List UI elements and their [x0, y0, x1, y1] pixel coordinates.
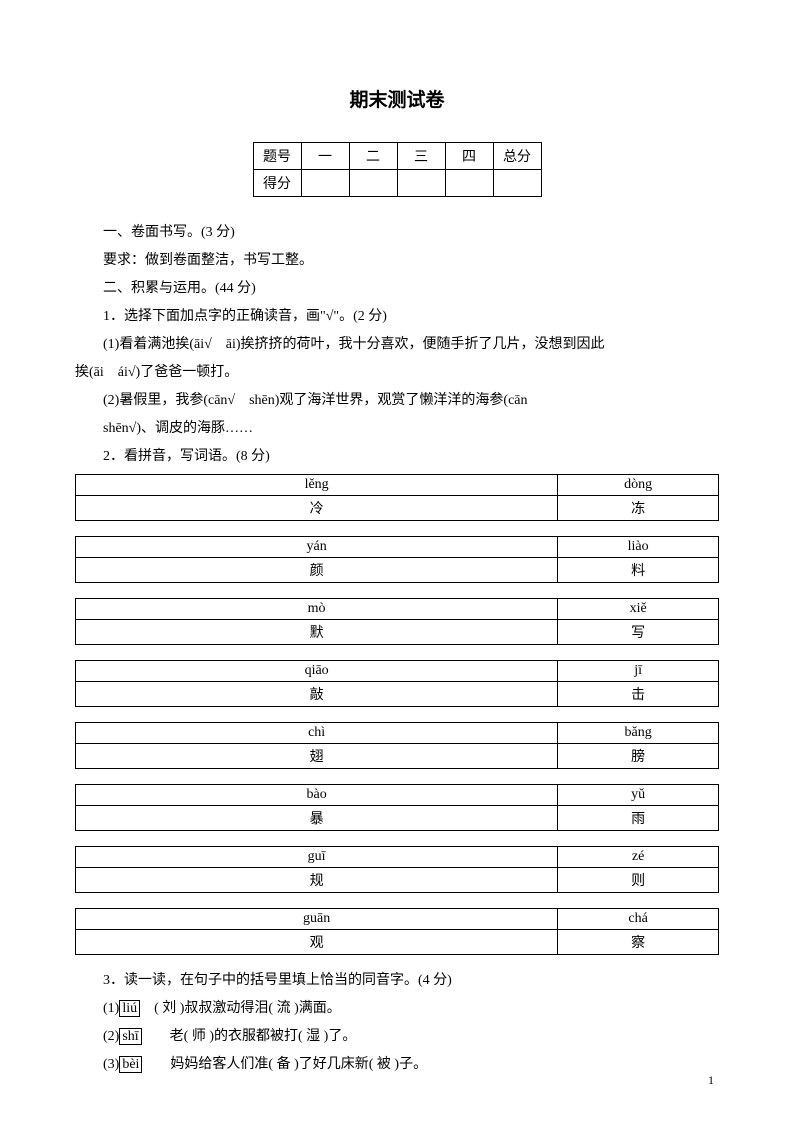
q3-boxed-pinyin: liú [119, 1000, 140, 1017]
char-left: 敲 [76, 682, 558, 707]
char-left: 默 [76, 620, 558, 645]
pinyin-left: guān [76, 909, 558, 930]
page-title: 期末测试卷 [75, 85, 719, 112]
char-left: 规 [76, 868, 558, 893]
pinyin-left: bào [76, 785, 558, 806]
pinyin-right: yǔ [558, 785, 719, 806]
pinyin-left: lěng [76, 475, 558, 496]
score-row-label: 得分 [253, 170, 301, 197]
pinyin-right: dòng [558, 475, 719, 496]
char-right: 则 [558, 868, 719, 893]
score-header-label: 题号 [253, 143, 301, 170]
pinyin-left: qiāo [76, 661, 558, 682]
char-right: 料 [558, 558, 719, 583]
pinyin-table-6: guīzé规则 [75, 846, 719, 893]
q2-prompt: 2．看拼音，写词语。(8 分) [75, 446, 719, 467]
section2-heading: 二、积累与运用。(44 分) [75, 278, 719, 299]
score-cell-total [493, 170, 541, 197]
q3-prefix: (2) [103, 1029, 119, 1044]
score-cell-3 [397, 170, 445, 197]
q3-rest: 老( 师 )的衣服都被打( 湿 )了。 [142, 1029, 357, 1044]
section1-requirement: 要求：做到卷面整洁，书写工整。 [75, 250, 719, 271]
pinyin-right: xiě [558, 599, 719, 620]
q3-prefix: (3) [103, 1057, 119, 1072]
char-left: 暴 [76, 806, 558, 831]
score-col-total: 总分 [493, 143, 541, 170]
q1-line1a: (1)看着满池挨(āi√ āi)挨挤挤的荷叶，我十分喜欢，便随手折了几片，没想到… [75, 334, 719, 355]
char-right: 膀 [558, 744, 719, 769]
score-col-3: 三 [397, 143, 445, 170]
q3-rest: ( 刘 )叔叔激动得泪( 流 )满面。 [140, 1001, 341, 1016]
score-cell-2 [349, 170, 397, 197]
char-left: 冷 [76, 496, 558, 521]
score-cell-4 [445, 170, 493, 197]
pinyin-right: zé [558, 847, 719, 868]
char-left: 翅 [76, 744, 558, 769]
pinyin-left: guī [76, 847, 558, 868]
char-right: 击 [558, 682, 719, 707]
pinyin-right: jī [558, 661, 719, 682]
pinyin-table-3: qiāojī敲击 [75, 660, 719, 707]
q3-prefix: (1) [103, 1001, 119, 1016]
q3-boxed-pinyin: bèi [119, 1056, 142, 1073]
q1-line1b: 挨(āi ái√)了爸爸一顿打。 [75, 362, 719, 383]
pinyin-right: liào [558, 537, 719, 558]
q1-prompt: 1．选择下面加点字的正确读音，画"√"。(2 分) [75, 306, 719, 327]
pinyin-right: bǎng [558, 723, 719, 744]
pinyin-left: chì [76, 723, 558, 744]
pinyin-table-4: chìbǎng翅膀 [75, 722, 719, 769]
score-col-1: 一 [301, 143, 349, 170]
char-left: 观 [76, 930, 558, 955]
section1-heading: 一、卷面书写。(3 分) [75, 222, 719, 243]
pinyin-left: mò [76, 599, 558, 620]
pinyin-table-5: bàoyǔ暴雨 [75, 784, 719, 831]
pinyin-table-7: guānchá观察 [75, 908, 719, 955]
char-right: 察 [558, 930, 719, 955]
score-col-4: 四 [445, 143, 493, 170]
pinyin-left: yán [76, 537, 558, 558]
page-number: 1 [708, 1073, 714, 1088]
q3-item-2: (3)bèi 妈妈给客人们准( 备 )了好几床新( 被 )子。 [75, 1054, 719, 1075]
pinyin-tables-container: lěngdòng冷冻yánliào颜料mòxiě默写qiāojī敲击chìbǎn… [75, 474, 719, 955]
pinyin-table-2: mòxiě默写 [75, 598, 719, 645]
char-left: 颜 [76, 558, 558, 583]
q1-line2a: (2)暑假里，我参(cān√ shēn)观了海洋世界，观赏了懒洋洋的海参(cān [75, 390, 719, 411]
pinyin-table-0: lěngdòng冷冻 [75, 474, 719, 521]
q3-item-1: (2)shī 老( 师 )的衣服都被打( 湿 )了。 [75, 1026, 719, 1047]
q3-container: (1)liú ( 刘 )叔叔激动得泪( 流 )满面。 (2)shī 老( 师 )的… [75, 998, 719, 1075]
score-col-2: 二 [349, 143, 397, 170]
score-cell-1 [301, 170, 349, 197]
pinyin-table-1: yánliào颜料 [75, 536, 719, 583]
char-right: 雨 [558, 806, 719, 831]
q3-boxed-pinyin: shī [119, 1028, 141, 1045]
char-right: 写 [558, 620, 719, 645]
char-right: 冻 [558, 496, 719, 521]
q3-rest: 妈妈给客人们准( 备 )了好几床新( 被 )子。 [142, 1057, 427, 1072]
score-table: 题号 一 二 三 四 总分 得分 [253, 142, 542, 197]
q3-prompt: 3．读一读，在句子中的括号里填上恰当的同音字。(4 分) [75, 970, 719, 991]
q1-line2b: shēn√)、调皮的海豚…… [75, 418, 719, 439]
q3-item-0: (1)liú ( 刘 )叔叔激动得泪( 流 )满面。 [75, 998, 719, 1019]
pinyin-right: chá [558, 909, 719, 930]
